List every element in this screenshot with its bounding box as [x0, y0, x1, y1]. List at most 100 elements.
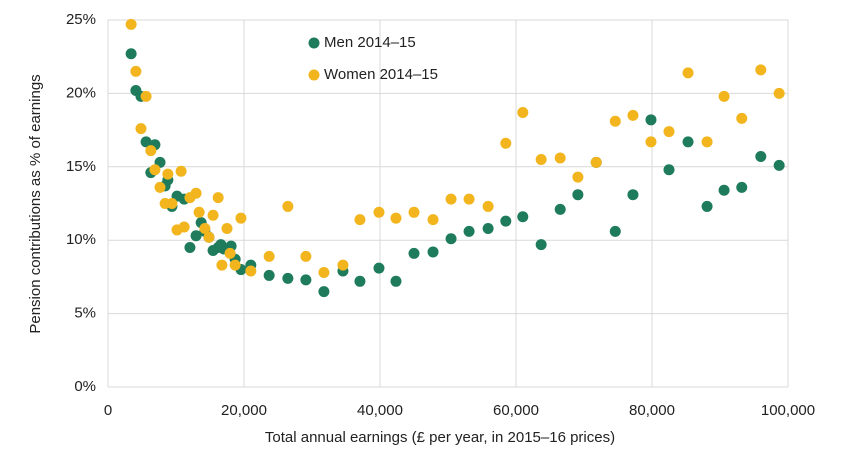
point [500, 137, 512, 149]
y-axis-title: Pension contributions as % of earnings [27, 74, 44, 333]
point [130, 65, 142, 77]
point [645, 136, 657, 148]
point [535, 239, 547, 251]
point [554, 152, 566, 164]
point [535, 153, 547, 165]
point [682, 136, 694, 148]
point [482, 222, 494, 234]
point [140, 90, 152, 102]
point [773, 87, 785, 99]
point [190, 230, 202, 242]
point [755, 64, 767, 76]
point [663, 164, 675, 176]
x-tick-label: 40,000 [357, 402, 403, 419]
legend-marker [308, 37, 320, 49]
point [517, 106, 529, 118]
point [427, 214, 439, 226]
point [300, 250, 312, 262]
point [263, 269, 275, 281]
point [282, 200, 294, 212]
point [500, 215, 512, 227]
point [140, 136, 152, 148]
point [318, 286, 330, 298]
point [427, 246, 439, 258]
point [701, 200, 713, 212]
point [701, 136, 713, 148]
point [590, 156, 602, 168]
point [445, 193, 457, 205]
point [125, 48, 137, 60]
point [773, 159, 785, 171]
point [390, 212, 402, 224]
point [154, 181, 166, 193]
point [408, 206, 420, 218]
point [609, 225, 621, 237]
point [390, 275, 402, 287]
legend-label: Men 2014–15 [324, 34, 416, 51]
point [736, 112, 748, 124]
point [162, 168, 174, 180]
point [373, 206, 385, 218]
point [517, 211, 529, 223]
x-tick-label: 100,000 [761, 402, 815, 419]
point [572, 171, 584, 183]
point [193, 206, 205, 218]
point [125, 18, 137, 30]
x-tick-label: 0 [104, 402, 112, 419]
legend-marker [308, 69, 320, 81]
y-tick-label: 25% [66, 11, 96, 28]
point [166, 198, 178, 209]
point [354, 214, 366, 226]
point [755, 151, 767, 163]
point [682, 67, 694, 79]
point [212, 192, 224, 204]
x-tick-label: 60,000 [493, 402, 539, 419]
y-tick-label: 0% [74, 378, 96, 395]
point [627, 109, 639, 121]
point [554, 203, 566, 215]
x-axis-title: Total annual earnings (£ per year, in 20… [265, 429, 615, 446]
point [718, 90, 730, 102]
point [663, 126, 675, 138]
y-tick-label: 15% [66, 158, 96, 175]
point [718, 184, 730, 196]
point [229, 259, 241, 271]
point [207, 209, 219, 221]
point [463, 225, 475, 237]
point [318, 266, 330, 278]
point [184, 242, 196, 254]
point [224, 247, 236, 259]
point [282, 272, 294, 284]
point [354, 275, 366, 287]
point [145, 145, 157, 157]
point [736, 181, 748, 193]
point [627, 189, 639, 201]
y-tick-label: 5% [74, 305, 96, 322]
y-tick-label: 20% [66, 84, 96, 101]
point [337, 259, 349, 271]
point [245, 265, 257, 277]
point [263, 250, 275, 262]
point [445, 233, 457, 245]
x-tick-label: 80,000 [629, 402, 675, 419]
point [190, 187, 202, 199]
point [175, 165, 187, 177]
point [216, 259, 228, 271]
point [609, 115, 621, 127]
point [408, 247, 420, 259]
y-tick-label: 10% [66, 231, 96, 248]
legend-label: Women 2014–15 [324, 66, 438, 83]
x-tick-label: 20,000 [221, 402, 267, 419]
point [235, 212, 247, 224]
point [645, 114, 657, 126]
point [149, 164, 161, 176]
point [221, 222, 233, 234]
point [178, 221, 190, 233]
point [199, 222, 211, 234]
point [463, 193, 475, 205]
point [482, 200, 494, 212]
point [373, 262, 385, 274]
point [572, 189, 584, 201]
point [203, 231, 215, 243]
